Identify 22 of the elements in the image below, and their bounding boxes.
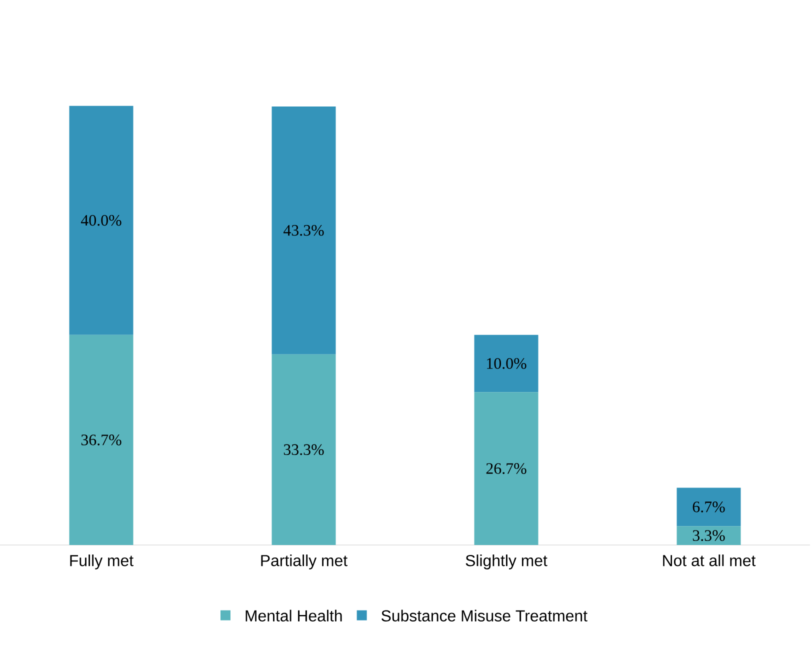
legend-label: Mental Health xyxy=(246,610,342,622)
data-label: 10.0% xyxy=(487,358,526,369)
data-label: 40.0% xyxy=(80,214,122,226)
data-label: 26.7% xyxy=(486,463,526,474)
bar xyxy=(272,106,336,354)
bar xyxy=(474,392,538,545)
x-tick-label: Slightly met xyxy=(466,554,548,570)
data-label: 3.3% xyxy=(692,530,725,541)
data-label: 36.7% xyxy=(81,434,122,446)
bar xyxy=(272,354,336,545)
bar xyxy=(474,334,538,392)
bar xyxy=(69,106,134,335)
x-tick-label: Not at all met xyxy=(663,554,756,566)
bar xyxy=(69,334,134,545)
data-label: 33.3% xyxy=(284,444,324,456)
data-label: 43.3% xyxy=(283,224,324,236)
legend-label: Substance Misuse Treatment xyxy=(382,610,588,622)
data-label: 6.7% xyxy=(692,502,725,512)
x-tick-label: Partially met xyxy=(261,554,348,570)
bar xyxy=(676,488,741,526)
x-tick-label: Fully met xyxy=(70,554,134,570)
bar xyxy=(676,526,741,545)
